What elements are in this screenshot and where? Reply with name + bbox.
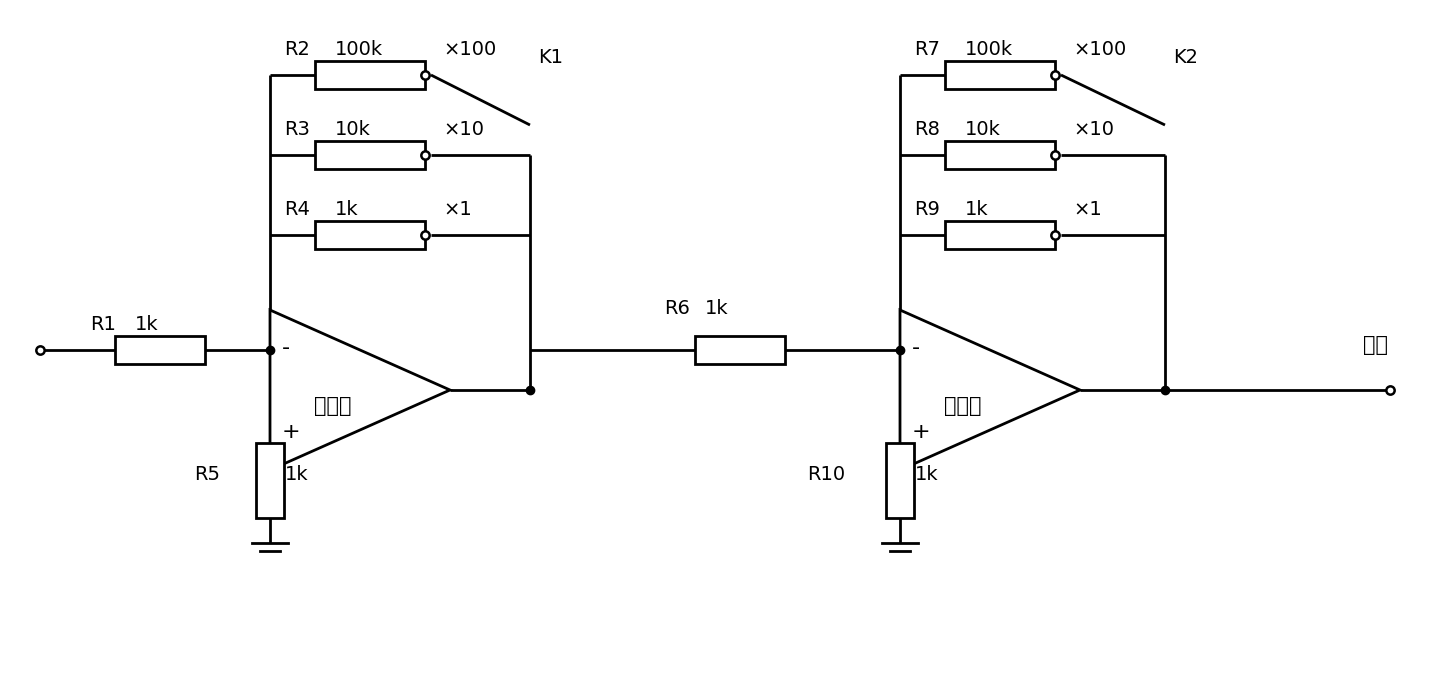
Text: R6: R6 bbox=[664, 299, 690, 318]
Text: ×1: ×1 bbox=[1073, 200, 1102, 219]
Text: R9: R9 bbox=[914, 200, 940, 219]
Text: 10k: 10k bbox=[334, 120, 370, 139]
Text: 放大器: 放大器 bbox=[314, 396, 352, 416]
Polygon shape bbox=[900, 310, 1081, 470]
Text: 放大器: 放大器 bbox=[944, 396, 982, 416]
Text: R2: R2 bbox=[284, 40, 310, 59]
Text: 输出: 输出 bbox=[1362, 335, 1388, 355]
Text: 10k: 10k bbox=[964, 120, 1000, 139]
Text: 1k: 1k bbox=[286, 466, 309, 484]
Bar bbox=[946, 141, 1055, 169]
Bar bbox=[885, 443, 914, 518]
Text: 100k: 100k bbox=[964, 40, 1013, 59]
Text: ×100: ×100 bbox=[443, 40, 497, 59]
Text: ×10: ×10 bbox=[1073, 120, 1114, 139]
Bar bbox=[316, 61, 425, 89]
Text: ×10: ×10 bbox=[443, 120, 484, 139]
Text: -: - bbox=[913, 338, 920, 358]
Text: 1k: 1k bbox=[705, 299, 729, 318]
Text: -: - bbox=[283, 338, 290, 358]
Text: R10: R10 bbox=[806, 466, 845, 484]
Bar bbox=[316, 221, 425, 249]
Text: 1k: 1k bbox=[135, 315, 159, 334]
Text: R3: R3 bbox=[284, 120, 310, 139]
Text: R5: R5 bbox=[194, 466, 220, 484]
Bar bbox=[115, 336, 205, 364]
Text: R8: R8 bbox=[914, 120, 940, 139]
Text: K2: K2 bbox=[1172, 48, 1198, 67]
Text: 1k: 1k bbox=[964, 200, 989, 219]
Bar bbox=[316, 141, 425, 169]
Text: ×100: ×100 bbox=[1073, 40, 1126, 59]
Bar bbox=[695, 336, 785, 364]
Text: ×1: ×1 bbox=[443, 200, 472, 219]
Text: R4: R4 bbox=[284, 200, 310, 219]
Bar bbox=[255, 443, 284, 518]
Bar bbox=[946, 221, 1055, 249]
Text: 1k: 1k bbox=[916, 466, 938, 484]
Text: K1: K1 bbox=[538, 48, 563, 67]
Text: R7: R7 bbox=[914, 40, 940, 59]
Text: +: + bbox=[913, 422, 931, 442]
Polygon shape bbox=[270, 310, 451, 470]
Text: 1k: 1k bbox=[334, 200, 359, 219]
Text: 100k: 100k bbox=[334, 40, 383, 59]
Text: R1: R1 bbox=[90, 315, 116, 334]
Bar bbox=[946, 61, 1055, 89]
Text: +: + bbox=[283, 422, 300, 442]
